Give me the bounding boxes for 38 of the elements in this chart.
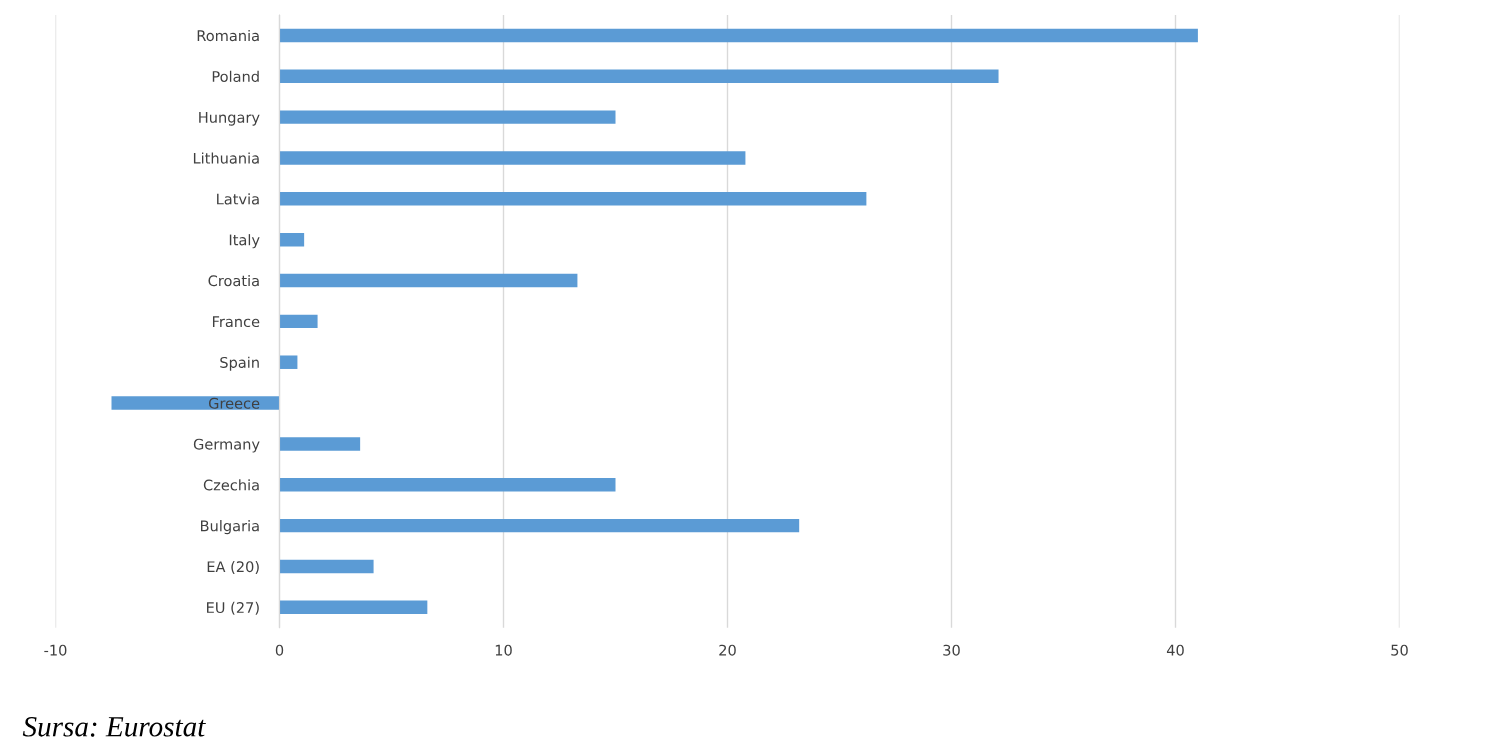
y-tick-label: Lithuania — [193, 152, 259, 164]
bar — [279, 110, 616, 124]
bar — [279, 192, 867, 206]
bar — [279, 151, 746, 165]
y-tick-label: Greece — [208, 397, 260, 409]
y-tick-label: Bulgaria — [201, 520, 259, 535]
y-tick-label: Germany — [193, 438, 260, 453]
y-tick-label: Poland — [212, 70, 259, 83]
bar — [279, 314, 318, 329]
y-tick-label: Hungary — [199, 112, 260, 126]
x-tick-label: 50 — [1391, 644, 1408, 656]
y-tick-label: Croatia — [208, 274, 259, 287]
bar — [111, 396, 280, 410]
x-tick-label: 40 — [1166, 644, 1184, 656]
y-tick-label: EU (27) — [207, 601, 259, 615]
x-tick-label: 20 — [719, 644, 736, 656]
bar — [279, 232, 305, 247]
x-tick-label: -10 — [44, 644, 67, 656]
bar — [279, 437, 361, 451]
bar — [279, 478, 616, 492]
y-tick-label: Spain — [220, 356, 259, 371]
y-tick-label: Romania — [197, 29, 259, 42]
y-tick-label: Latvia — [217, 193, 259, 205]
bar — [279, 355, 298, 369]
x-tick-label: 10 — [495, 644, 512, 656]
bar — [279, 69, 999, 84]
x-tick-label: 0 — [275, 644, 284, 656]
y-tick-label: France — [212, 316, 260, 328]
x-tick-label: 30 — [943, 644, 960, 656]
y-tick-label: Czechia — [203, 479, 259, 491]
y-tick-label: Italy — [229, 234, 260, 249]
bar — [279, 28, 1198, 43]
text: Sursa: Eurostat — [22, 716, 206, 737]
bar — [279, 600, 428, 615]
bar — [279, 273, 578, 288]
y-tick-label: EA (20) — [207, 560, 259, 574]
bar — [279, 559, 374, 574]
bar — [279, 518, 800, 533]
